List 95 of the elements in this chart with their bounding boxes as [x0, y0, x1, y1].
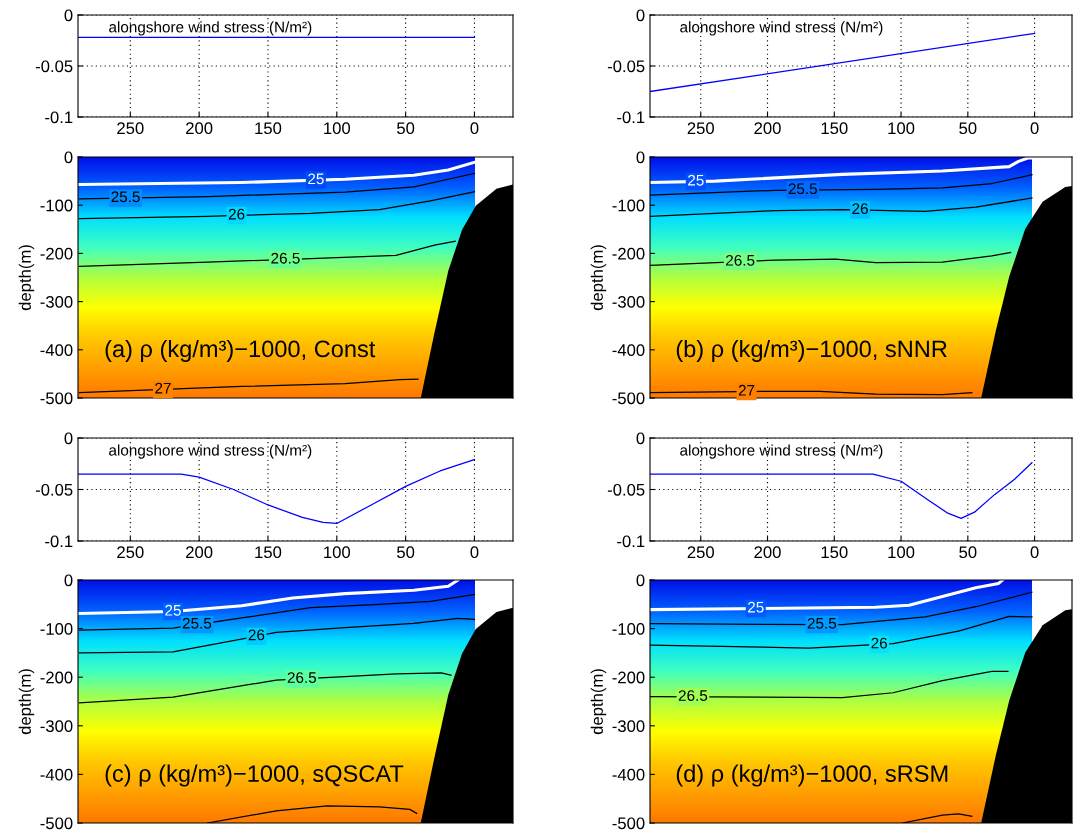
annotation: alongshore wind stress (N/m²): [109, 21, 312, 36]
y-axis-title: depth(m): [590, 669, 607, 735]
series-label: 26: [248, 629, 265, 641]
y-tick-label: -300: [612, 296, 645, 308]
y-tick-label: -0.1: [617, 111, 645, 124]
y-tick-label: 0: [636, 151, 645, 164]
series-label: 25: [748, 601, 764, 613]
series-label: 26: [871, 637, 887, 649]
x-tick-label: 100: [888, 546, 915, 559]
y-tick-label: -200: [612, 247, 645, 260]
y-tick-label: -400: [40, 768, 73, 781]
x-tick-label: 50: [959, 546, 977, 559]
annotation: alongshore wind stress (N/m²): [109, 444, 312, 459]
x-tick-label: 0: [470, 122, 479, 135]
y-tick-label: -200: [40, 247, 73, 260]
x-tick-label: 150: [821, 546, 848, 559]
y-tick-label: -0.05: [607, 483, 645, 496]
x-tick-label: 250: [117, 546, 144, 559]
x-tick-label: 100: [324, 546, 351, 559]
y-tick-label: 0: [64, 9, 73, 22]
x-tick-label: 100: [324, 122, 351, 135]
y-tick-label: -0.05: [35, 60, 73, 73]
y-tick-label: -0.05: [35, 483, 73, 496]
x-tick-label: 100: [888, 122, 915, 135]
y-tick-label: -100: [40, 623, 73, 635]
x-tick-label: 250: [117, 122, 144, 135]
series-label: 26.5: [271, 252, 300, 264]
y-tick-label: 0: [64, 151, 73, 164]
y-tick-label: 0: [636, 9, 645, 22]
x-tick-label: 50: [397, 122, 415, 135]
annotation: (b) ρ (kg/m³)−1000, sNNR: [676, 339, 947, 362]
series-label: 25: [165, 604, 181, 616]
series-label: 26: [852, 203, 868, 215]
x-tick-label: 200: [754, 122, 781, 135]
y-tick-label: -500: [40, 817, 73, 830]
series-label: 27: [155, 382, 171, 394]
line-series: [78, 160, 476, 186]
x-tick-label: 0: [1030, 546, 1039, 559]
x-tick-label: 0: [1030, 122, 1039, 135]
y-tick-label: -200: [40, 671, 73, 684]
annotation: (d) ρ (kg/m³)−1000, sRSM: [676, 764, 948, 787]
x-tick-label: 50: [959, 122, 977, 135]
annotation: (c) ρ (kg/m³)−1000, sQSCAT: [105, 764, 404, 787]
y-tick-label: -500: [612, 392, 645, 405]
series-label: 25: [688, 174, 704, 186]
y-tick-label: -100: [612, 199, 645, 212]
series-label: 25.5: [182, 617, 212, 629]
y-tick-label: -400: [612, 344, 645, 356]
x-tick-label: 250: [687, 122, 714, 135]
x-tick-label: 150: [255, 546, 282, 559]
y-tick-label: -400: [612, 768, 645, 781]
x-tick-label: 150: [821, 122, 848, 135]
x-tick-label: 0: [470, 546, 479, 559]
x-tick-label: 200: [754, 546, 781, 559]
series-label: 25: [308, 173, 324, 185]
series-label: 26: [228, 208, 245, 220]
y-tick-label: -300: [40, 296, 73, 308]
line-series: [650, 580, 1005, 612]
series-label: 27: [738, 384, 755, 396]
annotation: alongshore wind stress (N/m²): [680, 444, 883, 459]
y-tick-label: -0.1: [617, 535, 645, 548]
series-label: 25.5: [788, 183, 817, 195]
y-tick-label: -200: [612, 671, 645, 684]
y-axis-title: depth(m): [590, 245, 607, 311]
y-tick-label: -0.1: [45, 535, 73, 548]
line-series: [650, 157, 1034, 185]
y-tick-label: -100: [612, 623, 645, 635]
line-series: [78, 459, 476, 525]
y-axis-title: depth(m): [18, 245, 35, 311]
y-tick-label: 0: [636, 574, 645, 587]
series-label: 26.5: [726, 254, 755, 266]
y-tick-label: -500: [40, 392, 73, 405]
y-tick-label: 0: [636, 432, 645, 445]
x-tick-label: 200: [186, 122, 213, 135]
series-label: 25.5: [111, 191, 140, 203]
x-tick-label: 200: [186, 546, 213, 559]
annotation: (a) ρ (kg/m³)−1000, Const: [105, 339, 376, 362]
y-tick-label: -300: [612, 720, 645, 732]
series-label: 25.5: [807, 617, 837, 629]
y-tick-label: -0.05: [607, 60, 645, 73]
series-label: 26.5: [678, 690, 708, 701]
annotation: alongshore wind stress (N/m²): [680, 21, 883, 36]
x-tick-label: 150: [255, 122, 282, 135]
y-tick-label: 0: [64, 574, 73, 587]
y-tick-label: -400: [40, 344, 73, 356]
line-series: [650, 462, 1033, 519]
y-tick-label: -0.1: [45, 111, 73, 124]
y-axis-title: depth(m): [18, 669, 35, 735]
x-tick-label: 250: [687, 546, 714, 559]
y-tick-label: -100: [40, 199, 73, 212]
y-tick-label: -500: [612, 817, 645, 830]
series-label: 26.5: [287, 672, 317, 683]
y-tick-label: 0: [64, 432, 73, 445]
x-tick-label: 50: [397, 546, 415, 559]
y-tick-label: -300: [40, 720, 73, 732]
